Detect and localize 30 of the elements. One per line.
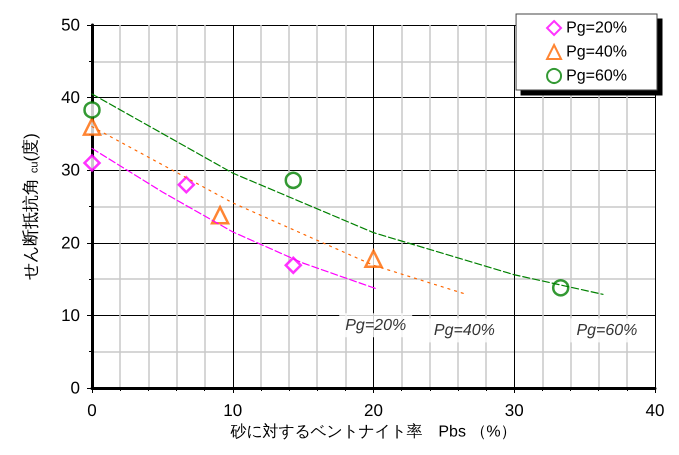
x-tick-label: 10 <box>223 401 242 420</box>
y-tick-label: 0 <box>70 378 80 398</box>
point <box>210 206 230 224</box>
point <box>83 101 101 119</box>
point <box>284 256 302 274</box>
annotation: Pg=20% <box>345 316 406 334</box>
legend-label: Pg=40% <box>566 44 627 60</box>
annotation: Pg=60% <box>576 322 638 339</box>
annotation: Pg=40% <box>434 322 495 339</box>
legend-label: Pg=60% <box>566 68 627 84</box>
legend-label: Pg=20% <box>566 20 627 36</box>
y-tick-label: 30 <box>61 160 80 180</box>
point <box>284 172 302 190</box>
y-tick-label: 40 <box>61 88 80 108</box>
line-series <box>91 148 378 290</box>
line-series <box>91 93 604 295</box>
y-tick-label: 20 <box>61 233 80 252</box>
x-tick-label: 30 <box>504 401 524 420</box>
y-axis-title: せん断抵抗角 cu(度) <box>21 133 40 280</box>
x-tick-label: 40 <box>646 401 664 420</box>
point <box>82 117 102 136</box>
x-axis-title: 砂に対するベントナイト率 Pbs （%） <box>229 422 517 440</box>
point <box>552 279 570 297</box>
point <box>364 250 383 268</box>
y-tick-label: 10 <box>61 306 80 325</box>
x-tick-label: 0 <box>87 401 97 420</box>
point <box>83 154 101 172</box>
point <box>178 176 196 194</box>
x-tick-label: 20 <box>364 401 383 420</box>
y-tick-label: 50 <box>61 16 80 34</box>
